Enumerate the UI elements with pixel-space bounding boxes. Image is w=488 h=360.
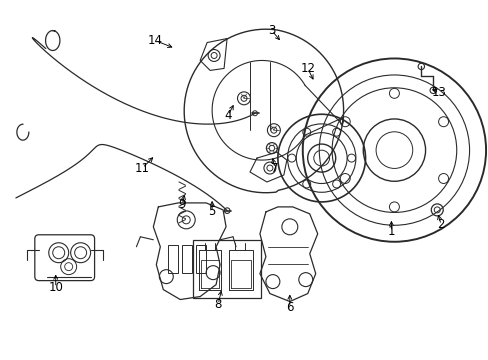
Bar	[168, 245, 178, 273]
Text: 10: 10	[48, 281, 63, 294]
Text: 9: 9	[178, 198, 185, 211]
Bar	[193, 240, 261, 298]
Text: 5: 5	[208, 205, 215, 219]
Text: 3: 3	[267, 24, 275, 37]
Text: 14: 14	[147, 34, 163, 47]
Text: 12: 12	[300, 62, 315, 75]
Text: 1: 1	[387, 225, 394, 238]
Text: 6: 6	[285, 301, 293, 314]
Text: 13: 13	[431, 86, 446, 99]
Text: 4: 4	[224, 109, 231, 122]
Bar	[196, 245, 206, 273]
Text: 11: 11	[135, 162, 150, 175]
Text: 2: 2	[437, 218, 444, 231]
Text: 8: 8	[214, 298, 222, 311]
Bar	[182, 245, 192, 273]
Text: 7: 7	[270, 162, 278, 175]
